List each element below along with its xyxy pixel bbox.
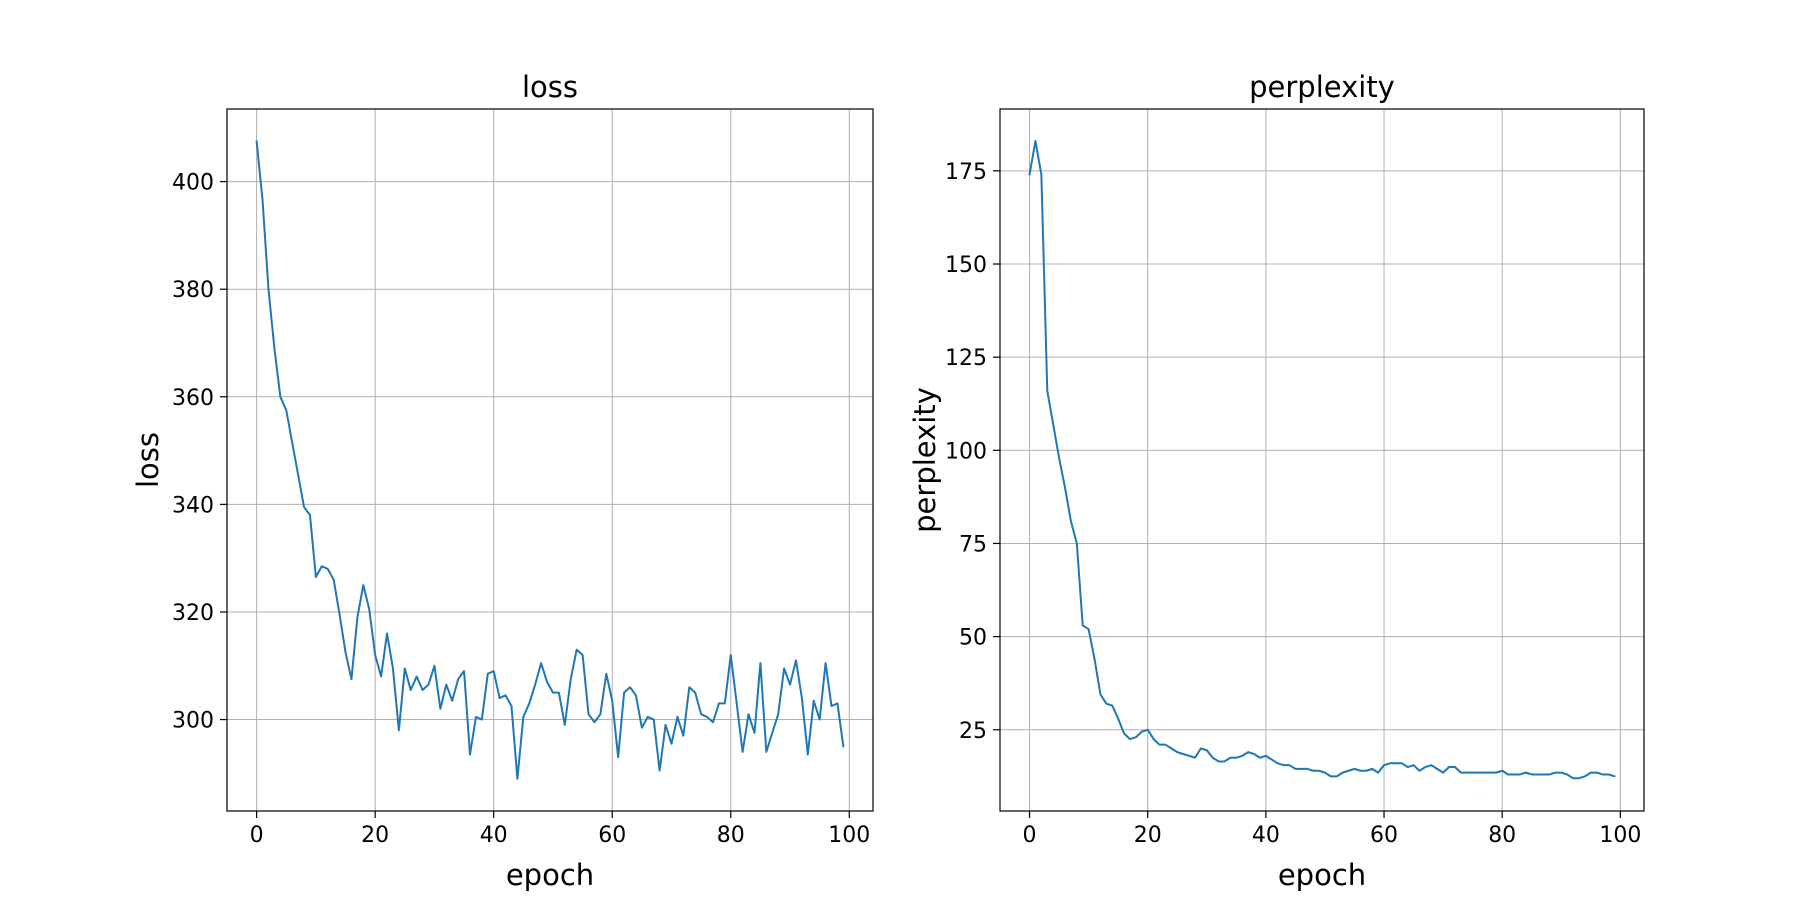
chart-1-axes-frame: [999, 108, 1645, 812]
chart-0-series-line: [255, 140, 845, 780]
chart-0-y-tick-label: 340: [172, 493, 214, 518]
chart-1-y-tick-label: 150: [945, 253, 987, 278]
chart-1-x-tick-label: 0: [1023, 823, 1037, 848]
chart-1-y-axis-label: perplexity: [908, 387, 942, 533]
chart-1-y-tick-label: 50: [959, 626, 987, 651]
chart-1-y-tick-label: 100: [945, 439, 987, 464]
chart-1-y-tick-label: 25: [959, 719, 987, 744]
chart-0-x-tick-label: 100: [828, 823, 870, 848]
chart-0-y-tick-label: 380: [172, 278, 214, 303]
chart-1-x-tick-label: 80: [1488, 823, 1516, 848]
chart-0-axes-frame: [226, 108, 874, 812]
perplexity-chart: 0 20 40 60 80 100 25 50 75 100 125 150 175 perplexity…: [908, 70, 1645, 892]
chart-1-x-tick-label: 20: [1134, 823, 1162, 848]
chart-0-y-axis-label: loss: [131, 432, 165, 488]
chart-1-x-tick-label: 60: [1370, 823, 1398, 848]
chart-0-title: loss: [522, 70, 578, 104]
chart-0-x-tick-label: 40: [480, 823, 508, 848]
chart-1-y-tick-label: 125: [945, 346, 987, 371]
chart-0-y-tick-label: 320: [172, 601, 214, 626]
chart-1-x-axis-label: epoch: [1278, 858, 1366, 892]
chart-0-x-tick-label: 60: [598, 823, 626, 848]
chart-0-x-tick-label: 0: [250, 823, 264, 848]
chart-1-y-tick-label: 75: [959, 532, 987, 557]
chart-1-x-tick-label: 100: [1599, 823, 1641, 848]
chart-1-title: perplexity: [1249, 70, 1395, 104]
chart-0-x-tick-label: 20: [361, 823, 389, 848]
chart-0-x-axis-label: epoch: [506, 858, 594, 892]
chart-1-x-tick-label: 40: [1252, 823, 1280, 848]
chart-0-x-tick-label: 80: [717, 823, 745, 848]
chart-1-y-tick-label: 175: [945, 160, 987, 185]
chart-0-y-tick-label: 300: [172, 709, 214, 734]
chart-0-y-tick-label: 400: [172, 171, 214, 196]
chart-1-series-line: [1028, 140, 1616, 780]
chart-0-y-tick-label: 360: [172, 386, 214, 411]
loss-chart: 0 20 40 60 80 100 300 320 340 360 380 400 loss epoch l…: [131, 70, 874, 892]
